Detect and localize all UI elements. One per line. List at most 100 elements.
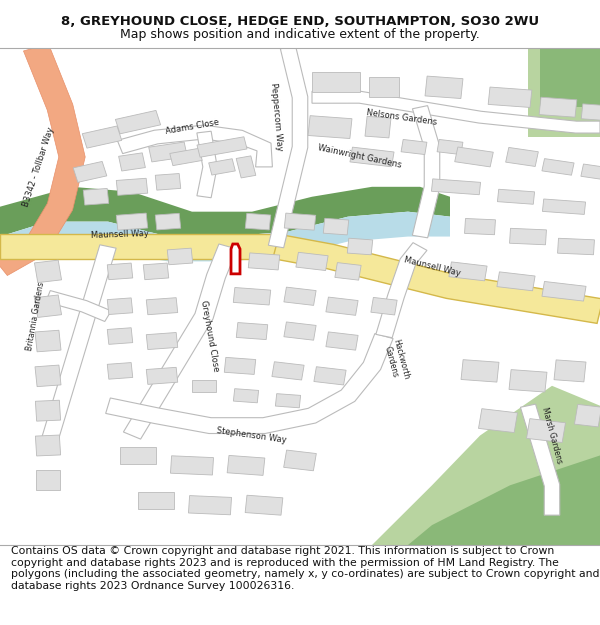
Polygon shape xyxy=(376,242,427,338)
Polygon shape xyxy=(326,297,358,316)
Polygon shape xyxy=(46,291,111,321)
Polygon shape xyxy=(209,159,235,175)
Polygon shape xyxy=(284,287,316,306)
Polygon shape xyxy=(197,137,247,158)
Text: Hackworth
Gardens: Hackworth Gardens xyxy=(381,339,411,383)
Text: Nelsons Gardens: Nelsons Gardens xyxy=(366,107,438,127)
Polygon shape xyxy=(488,87,532,108)
Polygon shape xyxy=(35,400,61,421)
Polygon shape xyxy=(449,262,487,281)
Polygon shape xyxy=(581,104,600,121)
Text: 8, GREYHOUND CLOSE, HEDGE END, SOUTHAMPTON, SO30 2WU: 8, GREYHOUND CLOSE, HEDGE END, SOUTHAMPT… xyxy=(61,15,539,28)
Polygon shape xyxy=(365,116,391,138)
Polygon shape xyxy=(231,244,240,274)
Polygon shape xyxy=(124,244,237,439)
Polygon shape xyxy=(308,116,352,139)
Polygon shape xyxy=(314,367,346,385)
Polygon shape xyxy=(284,322,316,340)
Polygon shape xyxy=(82,126,122,148)
Polygon shape xyxy=(581,164,600,180)
Text: Marsh Gardens: Marsh Gardens xyxy=(540,406,564,465)
Text: Maunsell Way: Maunsell Way xyxy=(91,229,149,239)
Polygon shape xyxy=(245,213,271,230)
Polygon shape xyxy=(36,471,60,490)
Polygon shape xyxy=(227,456,265,476)
Polygon shape xyxy=(369,78,399,98)
Polygon shape xyxy=(115,111,161,134)
Polygon shape xyxy=(431,179,481,195)
Polygon shape xyxy=(272,362,304,380)
Polygon shape xyxy=(248,253,280,270)
Polygon shape xyxy=(119,153,145,171)
Polygon shape xyxy=(284,213,316,230)
Polygon shape xyxy=(284,450,316,471)
Polygon shape xyxy=(138,491,174,509)
Polygon shape xyxy=(170,456,214,475)
Polygon shape xyxy=(118,125,272,167)
Polygon shape xyxy=(574,404,600,427)
Polygon shape xyxy=(146,298,178,315)
Polygon shape xyxy=(116,178,148,196)
Polygon shape xyxy=(35,435,61,456)
Polygon shape xyxy=(542,199,586,214)
Polygon shape xyxy=(312,91,600,133)
Polygon shape xyxy=(155,174,181,190)
Polygon shape xyxy=(40,245,116,448)
Polygon shape xyxy=(0,234,276,259)
Polygon shape xyxy=(236,156,256,178)
Polygon shape xyxy=(34,295,62,318)
Polygon shape xyxy=(170,148,202,166)
Polygon shape xyxy=(197,131,217,198)
Text: Britannia Gardens: Britannia Gardens xyxy=(26,281,46,351)
Polygon shape xyxy=(539,98,577,117)
Text: Adams Close: Adams Close xyxy=(164,118,220,136)
Polygon shape xyxy=(509,228,547,245)
Polygon shape xyxy=(107,263,133,279)
Polygon shape xyxy=(106,334,393,434)
Polygon shape xyxy=(268,46,308,248)
Polygon shape xyxy=(107,298,133,314)
Polygon shape xyxy=(273,234,600,323)
Polygon shape xyxy=(527,419,565,442)
Polygon shape xyxy=(146,368,178,384)
Text: Maunsell Way: Maunsell Way xyxy=(403,255,461,278)
Polygon shape xyxy=(192,379,216,392)
Text: Greyhound Close: Greyhound Close xyxy=(199,299,221,372)
Polygon shape xyxy=(155,213,181,230)
Polygon shape xyxy=(542,281,586,301)
Polygon shape xyxy=(401,139,427,154)
Polygon shape xyxy=(425,76,463,99)
Polygon shape xyxy=(34,260,62,282)
Polygon shape xyxy=(107,362,133,379)
Polygon shape xyxy=(83,189,109,205)
Polygon shape xyxy=(479,409,517,432)
Polygon shape xyxy=(143,263,169,279)
Polygon shape xyxy=(372,386,600,545)
Polygon shape xyxy=(350,147,394,167)
Polygon shape xyxy=(233,389,259,402)
Polygon shape xyxy=(224,357,256,374)
Polygon shape xyxy=(245,495,283,515)
Polygon shape xyxy=(335,262,361,280)
Polygon shape xyxy=(540,48,600,108)
Polygon shape xyxy=(107,328,133,344)
Polygon shape xyxy=(35,365,61,387)
Polygon shape xyxy=(323,218,349,235)
Text: Wainwright Gardens: Wainwright Gardens xyxy=(317,144,403,170)
Polygon shape xyxy=(73,161,107,182)
Polygon shape xyxy=(371,298,397,315)
Polygon shape xyxy=(520,404,560,515)
Polygon shape xyxy=(120,447,156,464)
Polygon shape xyxy=(0,212,450,261)
Polygon shape xyxy=(509,369,547,392)
Polygon shape xyxy=(412,106,440,238)
Polygon shape xyxy=(461,359,499,382)
Polygon shape xyxy=(455,147,493,167)
Polygon shape xyxy=(0,187,450,236)
Polygon shape xyxy=(275,394,301,408)
Polygon shape xyxy=(236,322,268,339)
Polygon shape xyxy=(116,213,148,230)
Polygon shape xyxy=(497,189,535,204)
Text: Stephenson Way: Stephenson Way xyxy=(217,426,287,445)
Polygon shape xyxy=(497,272,535,291)
